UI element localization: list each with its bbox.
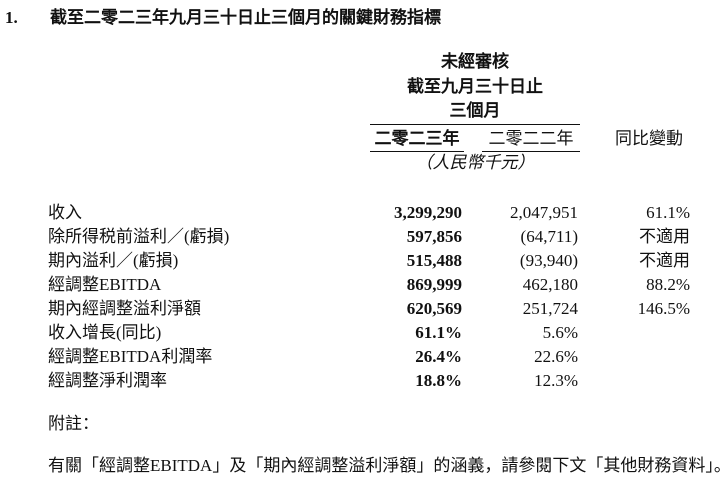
- row-label: 經調整EBITDA利潤率: [48, 347, 213, 366]
- value-2022: 22.6%: [534, 347, 578, 366]
- value-2023: 18.8%: [415, 371, 462, 390]
- column-rule: [482, 151, 580, 152]
- yoy-change: 不適用: [639, 251, 690, 270]
- yoy-change: 146.5%: [637, 299, 690, 318]
- row-label: 期內經調整溢利淨額: [48, 299, 201, 318]
- value-2023: 869,999: [406, 275, 462, 294]
- value-2022: (64,711): [520, 227, 578, 246]
- yoy-change: 不適用: [639, 227, 690, 246]
- value-2023: 61.1%: [415, 323, 462, 342]
- value-2023: 26.4%: [415, 347, 462, 366]
- row-label: 經調整淨利潤率: [48, 371, 167, 390]
- column-header: 同比變動: [615, 129, 683, 148]
- yoy-change: 88.2%: [646, 275, 690, 294]
- section-title: 截至二零二三年九月三十日止三個月的關鍵財務指標: [50, 8, 441, 27]
- unit-label: （人民幣千元）: [415, 153, 535, 172]
- notes-text: 有關「經調整EBITDA」及「期內經調整溢利淨額」的涵義，請參閱下文「其他財務資…: [48, 456, 724, 475]
- header-line: 未經審核: [441, 52, 509, 71]
- header-line: 三個月: [449, 101, 501, 120]
- column-header: 二零二二年: [488, 129, 574, 148]
- value-2023: 620,569: [406, 299, 462, 318]
- header-rule: [370, 124, 580, 125]
- value-2022: 2,047,951: [510, 203, 578, 222]
- column-header: 二零二三年: [374, 129, 460, 148]
- row-label: 收入: [48, 203, 82, 222]
- value-2023: 597,856: [406, 227, 462, 246]
- value-2022: 462,180: [522, 275, 578, 294]
- value-2022: (93,940): [519, 251, 578, 270]
- row-label: 除所得税前溢利／(虧損): [48, 227, 230, 246]
- section-number: 1.: [5, 8, 18, 27]
- notes-label: 附註：: [48, 414, 99, 433]
- value-2023: 515,488: [406, 251, 462, 270]
- value-2022: 12.3%: [534, 371, 578, 390]
- row-label: 期內溢利／(虧損): [48, 251, 179, 270]
- row-label: 經調整EBITDA: [48, 275, 162, 294]
- header-line: 截至九月三十日止: [407, 77, 543, 96]
- value-2022: 251,724: [522, 299, 578, 318]
- yoy-change: 61.1%: [646, 203, 690, 222]
- row-label: 收入增長(同比): [48, 323, 162, 342]
- column-rule: [370, 151, 464, 152]
- value-2023: 3,299,290: [394, 203, 462, 222]
- value-2022: 5.6%: [542, 323, 578, 342]
